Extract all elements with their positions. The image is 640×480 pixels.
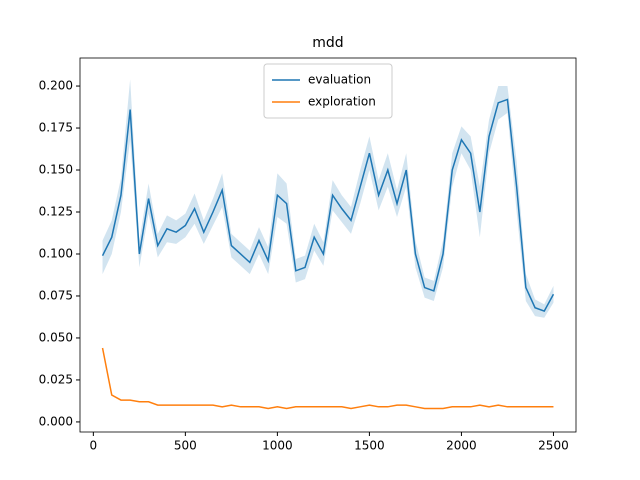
- legend-label: exploration: [308, 95, 376, 109]
- y-tick-label: 0.025: [39, 372, 73, 386]
- series-line: [101, 98, 555, 313]
- confidence-band: [102, 79, 554, 318]
- y-tick-label: 0.075: [39, 288, 73, 302]
- y-tick-label: 0.200: [39, 79, 73, 93]
- y-tick-label: 0.000: [39, 414, 73, 428]
- chart-title: mdd: [312, 35, 343, 51]
- y-tick-label: 0.175: [39, 121, 73, 135]
- legend-box: [263, 63, 393, 119]
- y-tick-label: 0.125: [39, 205, 73, 219]
- legend-label: evaluation: [308, 73, 371, 87]
- x-tick-label: 0: [90, 439, 98, 453]
- x-tick-label: 1500: [354, 439, 385, 453]
- x-tick-label: 1000: [262, 439, 293, 453]
- y-tick-label: 0.050: [39, 330, 73, 344]
- x-tick-label: 2000: [446, 439, 477, 453]
- y-tick-label: 0.150: [39, 163, 73, 177]
- series-line: [101, 347, 554, 410]
- plot-frame: [79, 57, 577, 433]
- x-tick-label: 500: [174, 439, 197, 453]
- x-tick-label: 2500: [538, 439, 569, 453]
- y-tick-label: 0.100: [39, 246, 73, 260]
